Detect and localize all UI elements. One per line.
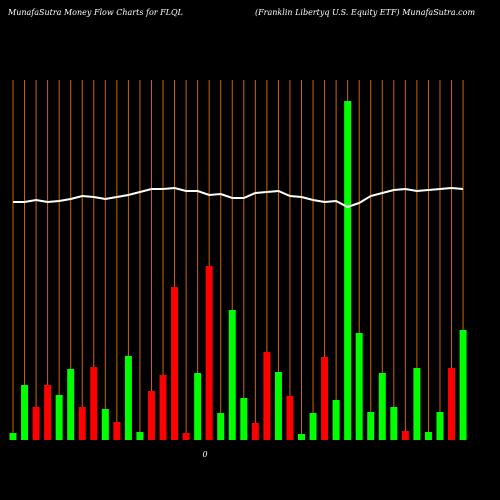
bar — [159, 375, 167, 440]
chart-title: MunafaSutra Money Flow Charts for FLQL — [7, 8, 183, 17]
bar — [436, 412, 444, 440]
bar — [448, 368, 456, 440]
bar — [309, 413, 317, 440]
bar — [413, 368, 421, 440]
bar — [9, 433, 17, 440]
bar — [344, 101, 352, 440]
bar — [286, 396, 294, 440]
bar — [378, 373, 386, 440]
bar — [298, 434, 305, 440]
bar — [147, 391, 155, 440]
bar — [136, 432, 144, 440]
bar — [217, 413, 225, 440]
bar — [321, 357, 329, 440]
bar — [401, 431, 409, 440]
bar — [171, 287, 179, 440]
bar — [228, 310, 236, 440]
bar — [367, 412, 375, 440]
bar — [251, 423, 259, 440]
bar — [424, 432, 432, 440]
bar — [263, 352, 271, 440]
bar — [90, 367, 98, 440]
bar — [101, 409, 109, 440]
bar — [274, 372, 282, 440]
bar — [459, 330, 467, 440]
bar — [240, 398, 248, 440]
bar — [194, 373, 202, 440]
bar — [55, 395, 63, 440]
bar — [21, 385, 29, 440]
chart-subtitle: (Franklin Libertyq U.S. Equity ETF) Muna… — [255, 8, 475, 17]
bar — [390, 407, 398, 440]
bar — [355, 333, 363, 440]
bar — [78, 407, 86, 440]
bar — [32, 407, 40, 440]
bar — [182, 433, 190, 440]
bar — [67, 369, 75, 440]
bar — [332, 400, 340, 440]
bar — [124, 356, 132, 440]
bar — [205, 266, 213, 440]
money-flow-line — [13, 186, 464, 209]
bar — [44, 385, 52, 440]
axis-label: 0 — [202, 450, 207, 459]
bar — [113, 422, 121, 440]
